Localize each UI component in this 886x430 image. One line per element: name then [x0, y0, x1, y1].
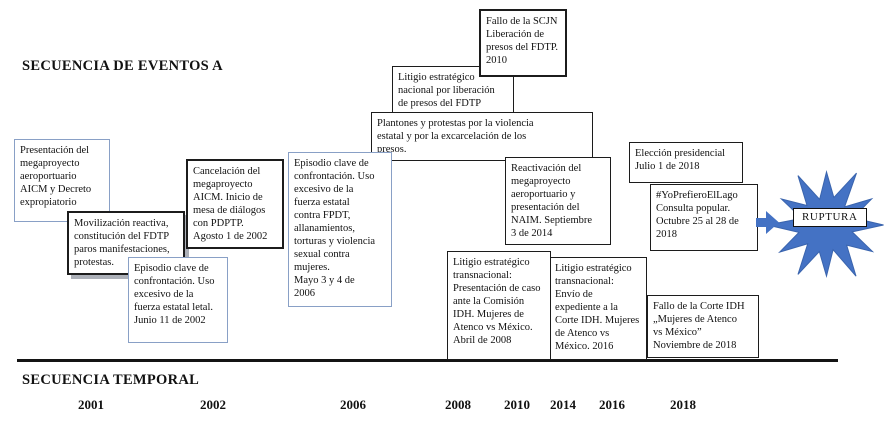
event-box-fallo-corte-idh-2018: Fallo de la Corte IDH „Mujeres de Atenco… [647, 295, 759, 358]
event-box-cancelacion-aicm-2002: Cancelación del megaproyecto AICM. Inici… [186, 159, 284, 250]
event-box-plantones-protestas: Plantones y protestas por la violencia e… [371, 112, 593, 162]
events-sequence-title: SECUENCIA DE EVENTOS A [22, 58, 223, 74]
year-label-2008: 2008 [445, 397, 471, 412]
year-label-2002: 2002 [200, 397, 226, 412]
year-label-2010: 2010 [504, 397, 530, 412]
event-box-fallo-scjn-2010: Fallo de la SCJN Liberación de presos de… [479, 9, 567, 77]
year-label-2001: 2001 [78, 397, 104, 412]
event-box-consulta-popular-2018: #YoPrefieroElLago Consulta popular. Octu… [650, 184, 758, 251]
event-box-litigio-corte-idh-2016: Litigio estratégico transnacional: Envío… [549, 257, 647, 360]
event-box-eleccion-presidencial-2018: Elección presidencial Julio 1 de 2018 [629, 142, 743, 183]
event-box-episodio-confrontacion-2006: Episodio clave de confrontación. Uso exc… [288, 152, 392, 307]
event-box-episodio-confrontacion-2002: Episodio clave de confrontación. Uso exc… [128, 257, 228, 343]
temporal-sequence-title: SECUENCIA TEMPORAL [22, 372, 200, 388]
year-label-2006: 2006 [340, 397, 366, 412]
event-box-litigio-cidh-2008: Litigio estratégico transnacional: Prese… [447, 251, 551, 360]
block-arrow-right-icon [756, 211, 779, 234]
year-label-2018: 2018 [670, 397, 696, 412]
timeline-axis [17, 359, 838, 362]
year-label-2014: 2014 [550, 397, 576, 412]
event-box-presentacion-megaproyecto: Presentación del megaproyecto aeroportua… [14, 139, 110, 222]
year-label-2016: 2016 [599, 397, 625, 412]
rupture-label: RUPTURA [793, 208, 867, 227]
event-box-reactivacion-naim-2014: Reactivación del megaproyecto aeroportua… [505, 157, 611, 246]
